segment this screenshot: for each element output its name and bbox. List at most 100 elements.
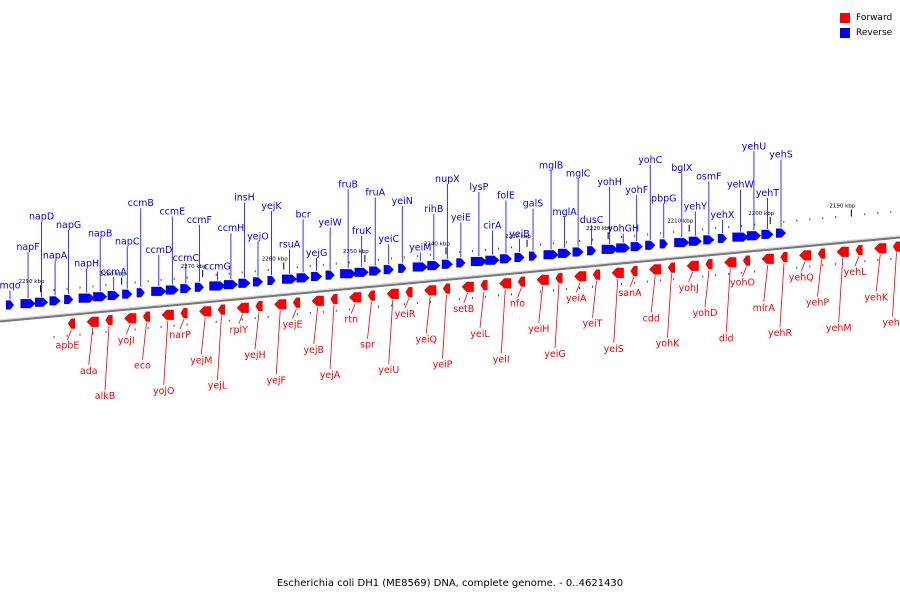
gene-label-eco: eco	[134, 361, 151, 372]
dot-mark	[228, 319, 230, 322]
gene-label-ada: ada	[80, 366, 98, 377]
gene-label-yohc: yohC	[638, 155, 662, 166]
dot-mark	[579, 286, 581, 289]
gene-leader-yehp	[817, 259, 822, 297]
gene-leader-yeig	[554, 284, 560, 349]
gene-label-yeie: yeiE	[451, 212, 471, 223]
gene-leader-ada	[88, 327, 94, 365]
gene-arrow-yejm	[198, 306, 212, 317]
gene-arrow-yohgh	[615, 243, 631, 253]
dot-mark	[228, 272, 230, 275]
gene-label-mgla: mglA	[552, 207, 577, 218]
dot-mark	[377, 258, 379, 261]
dot-mark	[458, 298, 460, 301]
gene-leader-sana	[629, 277, 635, 288]
gene-arrow-yohf	[630, 241, 644, 252]
gene-leader-yejf	[275, 310, 281, 375]
gene-arrow-cira	[485, 255, 500, 265]
dot-mark	[890, 210, 892, 213]
gene-arrow-insh	[238, 278, 251, 288]
gene-label-yeiu: yeiU	[378, 365, 399, 376]
gene-leader-yeia	[575, 282, 581, 293]
gene-leader-yeil	[479, 291, 485, 329]
gene-label-yeii: yeiI	[493, 354, 510, 365]
gene-arrow-yehl	[855, 244, 863, 256]
dot-mark	[728, 273, 730, 276]
dot-mark	[79, 333, 81, 336]
dot-mark	[215, 273, 217, 276]
gene-arrow-apbe	[67, 318, 76, 329]
gene-label-yehx: yehX	[710, 210, 734, 221]
gene-arrow-naph	[78, 293, 96, 303]
gene-leader-spr	[367, 301, 372, 339]
gene-arrow-yeiw	[325, 270, 335, 280]
gene-label-yeig: yeiG	[544, 349, 565, 360]
dot-mark	[241, 318, 243, 321]
dot-mark	[267, 269, 269, 272]
gene-leader-yeja	[329, 305, 335, 370]
dot-mark	[864, 213, 866, 216]
gene-label-dld: dld	[719, 333, 734, 344]
tick-label: 2250 kbp	[343, 249, 369, 255]
gene-label-mlra: mlrA	[753, 303, 776, 314]
gene-label-yejg: yejG	[306, 248, 327, 259]
dot-mark	[796, 266, 798, 269]
dot-mark	[79, 286, 81, 289]
gene-label-yeib: yeiB	[509, 229, 530, 240]
dot-mark	[267, 316, 269, 319]
dot-mark	[497, 247, 499, 250]
tick-label: 2260 kbp	[262, 257, 288, 263]
gene-label-yein: yeiN	[392, 196, 413, 207]
gene-leader-yehl	[854, 256, 860, 267]
reverse-genes: mqo napF napD napA napG napH napB ccmA napC ccmB c…	[0, 141, 793, 310]
dot-mark	[741, 271, 743, 274]
gene-arrow-yeim	[412, 262, 429, 272]
gene-leader-narp	[179, 319, 185, 330]
gene-leader-yejb	[313, 306, 319, 344]
gene-leader-cdd	[650, 275, 656, 313]
gene-arrow-spr	[367, 290, 376, 301]
gene-arrow-nfo	[517, 276, 526, 287]
dot-mark	[673, 231, 675, 234]
gene-arrow-frub	[339, 269, 357, 279]
gene-leader-yohj	[688, 271, 694, 283]
gene-arrow-yeic	[383, 264, 395, 275]
gene-label-rply: rplY	[230, 325, 249, 336]
gene-label-yehi: yehI	[882, 318, 900, 329]
gene-arrow-yeit	[592, 269, 601, 280]
gene-label-yejf: yejF	[266, 375, 286, 386]
gene-label-frub: fruB	[338, 179, 358, 190]
gene-label-yehs: yehS	[769, 150, 793, 161]
gene-leader-yehq	[800, 261, 806, 272]
dot-mark	[715, 227, 717, 230]
dot-mark	[134, 281, 136, 284]
gene-label-yejk: yejK	[261, 201, 282, 212]
reverse-swatch	[840, 27, 850, 38]
gene-arrow-rply	[236, 302, 249, 314]
gene-leader-yehm	[838, 257, 844, 322]
gene-arrow-yoho	[742, 255, 751, 266]
gene-arrow-yeja	[330, 293, 338, 305]
dot-mark	[322, 263, 324, 266]
gene-label-yeja: yejA	[320, 370, 341, 381]
dot-mark	[403, 256, 405, 259]
gene-label-fruk: fruK	[352, 226, 372, 237]
dot-mark	[173, 324, 175, 327]
dot-mark	[822, 264, 824, 267]
gene-arrow-yein	[398, 263, 407, 274]
gene-label-rtn: rtn	[344, 314, 358, 325]
gene-arrow-ccme	[165, 285, 180, 295]
gene-arrow-cdd	[648, 264, 662, 275]
gene-label-yeht: yehT	[756, 188, 779, 199]
dot-mark	[309, 312, 311, 315]
gene-label-yehu: yehU	[742, 141, 766, 152]
gene-label-pbpg: pbpG	[651, 193, 676, 204]
dot-mark	[673, 278, 675, 281]
gene-arrow-ccmd	[151, 286, 167, 297]
gene-arrow-frua	[368, 266, 382, 276]
dot-mark	[66, 287, 68, 290]
gene-leader-yeis	[613, 278, 619, 343]
gene-arrow-yeii	[498, 278, 512, 289]
gene-label-lysp: lysP	[469, 182, 488, 193]
gene-leader-yeit	[592, 280, 597, 318]
